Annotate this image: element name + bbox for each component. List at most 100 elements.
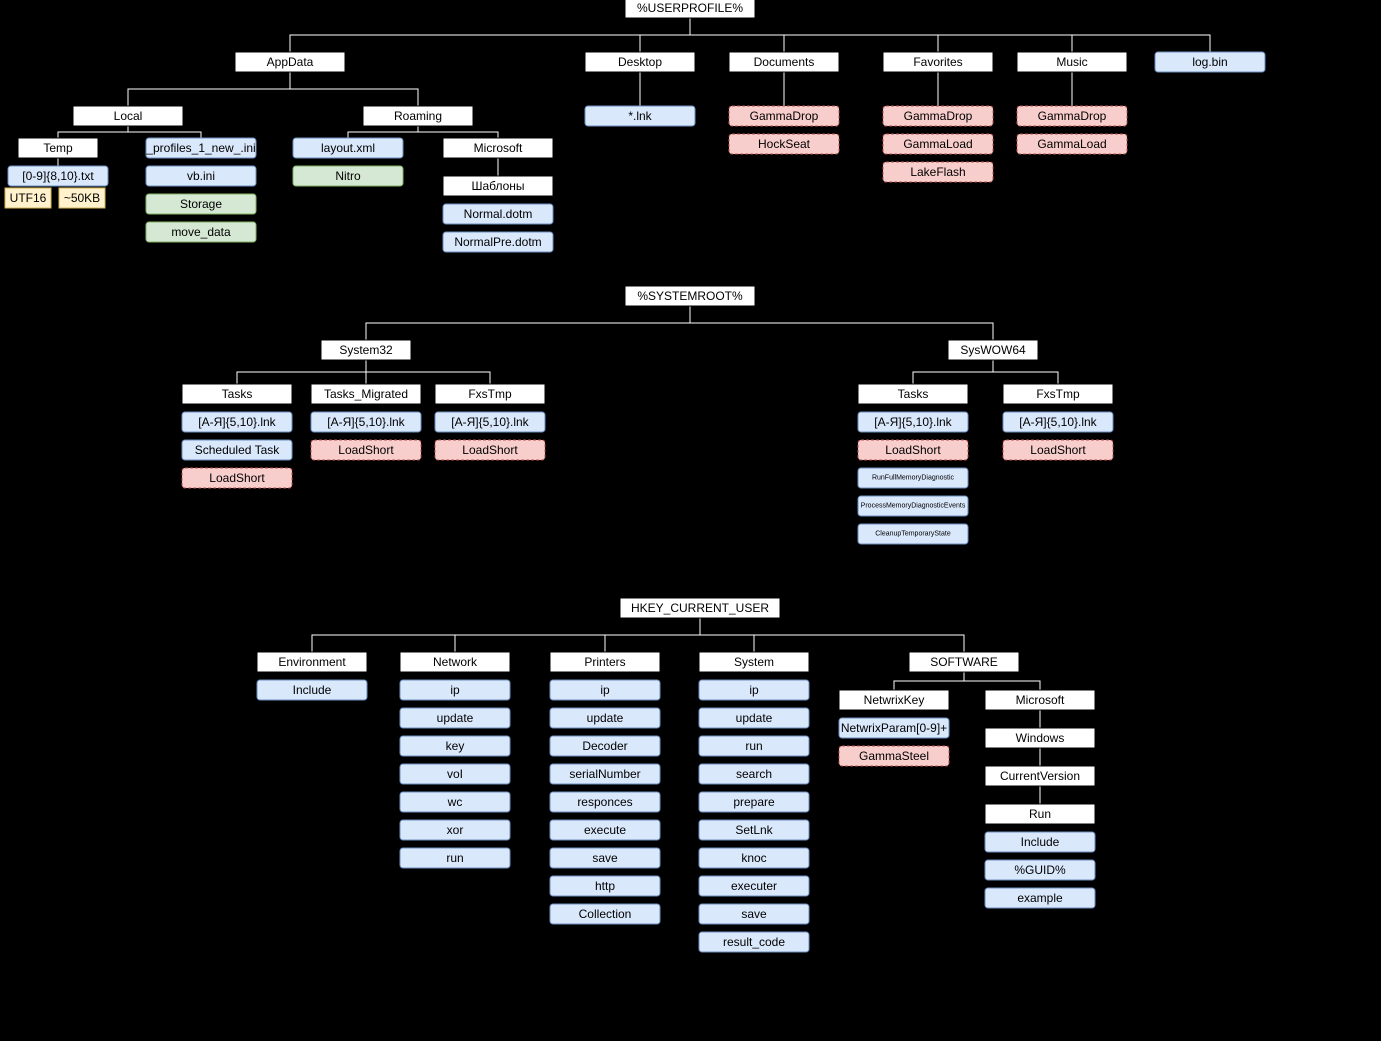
edge-software-microsoft2 (964, 672, 1040, 690)
node-n_run: run (400, 848, 510, 868)
label-normal: Normal.dotm (464, 207, 533, 221)
label-p_coll: Collection (579, 907, 632, 921)
label-movedata: move_data (171, 225, 231, 239)
node-normalpre: NormalPre.dotm (443, 232, 553, 252)
label-software: SOFTWARE (930, 655, 998, 669)
label-logbin: log.bin (1192, 55, 1227, 69)
node-sw_t_load: LoadShort (858, 440, 968, 460)
label-desktop: Desktop (618, 55, 662, 69)
node-fav_lakeflash: LakeFlash (883, 162, 993, 182)
label-s_executer: executer (731, 879, 777, 893)
label-fav_gammaload: GammaLoad (903, 137, 972, 151)
node-guid: %GUID% (985, 860, 1095, 880)
label-mus_gammaload: GammaLoad (1037, 137, 1106, 151)
node-temp: Temp (18, 138, 98, 158)
edge-roaming-microsoft1 (418, 126, 498, 138)
edge-local-profiles (128, 126, 201, 138)
label-kb: ~50KB (64, 191, 100, 205)
edge-userprofile-logbin (690, 18, 1210, 52)
label-hkcu: HKEY_CURRENT_USER (631, 601, 769, 615)
label-vbini: vb.ini (187, 169, 215, 183)
label-netwrixparam: NetwrixParam[0-9]+ (841, 721, 947, 735)
node-s_executer: executer (699, 876, 809, 896)
label-s32_t_sched: Scheduled Task (195, 443, 281, 457)
label-s_prepare: prepare (733, 795, 775, 809)
label-favorites: Favorites (913, 55, 962, 69)
label-storage: Storage (180, 197, 222, 211)
label-sw_fxstmp: FxsTmp (1036, 387, 1080, 401)
label-s32_f_lnk: [А-Я]{5,10}.lnk (451, 415, 529, 429)
node-s32_t_load: LoadShort (182, 468, 292, 488)
node-doc_hockseat: HockSeat (729, 134, 839, 154)
edge-system32-s32_tasks (237, 360, 366, 384)
label-guid: %GUID% (1014, 863, 1066, 877)
node-software: SOFTWARE (909, 652, 1019, 672)
label-curver: CurrentVersion (1000, 769, 1080, 783)
node-logbin: log.bin (1155, 52, 1265, 72)
node-local: Local (73, 106, 183, 126)
node-netwrixparam: NetwrixParam[0-9]+ (839, 718, 949, 738)
edge-appdata-roaming (290, 72, 418, 106)
label-s32_fxstmp: FxsTmp (468, 387, 512, 401)
node-gammasteel: GammaSteel (839, 746, 949, 766)
edge-appdata-local (128, 72, 290, 106)
node-windows: Windows (985, 728, 1095, 748)
label-doc_hockseat: HockSeat (758, 137, 811, 151)
label-mus_gammadrop: GammaDrop (1038, 109, 1107, 123)
node-s32_t_lnk: [А-Я]{5,10}.lnk (182, 412, 292, 432)
node-p_resp: responces (550, 792, 660, 812)
label-include2: Include (1021, 835, 1060, 849)
node-p_http: http (550, 876, 660, 896)
label-s32_tm_lnk: [А-Я]{5,10}.lnk (327, 415, 405, 429)
node-s_run: run (699, 736, 809, 756)
label-sw_t_load: LoadShort (885, 443, 941, 457)
label-sw_t_rfmd: RunFullMemoryDiagnostic (872, 475, 955, 482)
edge-hkcu-software (700, 618, 964, 652)
label-s32_t_load: LoadShort (209, 471, 265, 485)
node-n_wc: wc (400, 792, 510, 812)
node-documents: Documents (729, 52, 839, 72)
node-system: System (699, 652, 809, 672)
node-runkey: Run (985, 804, 1095, 824)
label-n_ip: ip (450, 683, 460, 697)
node-p_decoder: Decoder (550, 736, 660, 756)
label-system: System (734, 655, 774, 669)
node-s_knoc: knoc (699, 848, 809, 868)
node-network: Network (400, 652, 510, 672)
node-include2: Include (985, 832, 1095, 852)
node-netwrixkey: NetwrixKey (839, 690, 949, 710)
node-s32_f_load: LoadShort (435, 440, 545, 460)
node-s_save: save (699, 904, 809, 924)
node-sw_t_rfmd: RunFullMemoryDiagnostic (858, 468, 968, 488)
node-s32_tasksm: Tasks_Migrated (311, 384, 421, 404)
node-txt: [0-9]{8,10}.txt (8, 166, 108, 186)
label-sw_t_cts: CleanupTemporaryState (875, 531, 951, 538)
node-syswow64: SysWOW64 (948, 340, 1038, 360)
node-s32_f_lnk: [А-Я]{5,10}.lnk (435, 412, 545, 432)
label-sw_t_lnk: [А-Я]{5,10}.lnk (874, 415, 952, 429)
edge-systemroot-system32 (366, 306, 690, 340)
node-doc_gammadrop: GammaDrop (729, 106, 839, 126)
node-desktop: Desktop (585, 52, 695, 72)
label-s_setlnk: SetLnk (735, 823, 773, 837)
label-example: example (1017, 891, 1063, 905)
node-curver: CurrentVersion (985, 766, 1095, 786)
node-userprofile: %USERPROFILE% (625, 0, 755, 18)
node-profiles: _profiles_1_new_.ini (145, 138, 256, 158)
label-local: Local (114, 109, 143, 123)
label-s32_t_lnk: [А-Я]{5,10}.lnk (198, 415, 276, 429)
edge-software-netwrixkey (894, 672, 964, 690)
label-microsoft2: Microsoft (1016, 693, 1065, 707)
label-userprofile: %USERPROFILE% (637, 1, 743, 15)
node-n_key: key (400, 736, 510, 756)
node-fav_gammadrop: GammaDrop (883, 106, 993, 126)
label-txt: [0-9]{8,10}.txt (22, 169, 94, 183)
edge-syswow64-sw_fxstmp (993, 360, 1058, 384)
label-network: Network (433, 655, 478, 669)
label-microsoft1: Microsoft (474, 141, 523, 155)
label-normalpre: NormalPre.dotm (454, 235, 541, 249)
label-roaming: Roaming (394, 109, 442, 123)
node-storage: Storage (146, 194, 256, 214)
node-example: example (985, 888, 1095, 908)
label-s_knoc: knoc (741, 851, 766, 865)
